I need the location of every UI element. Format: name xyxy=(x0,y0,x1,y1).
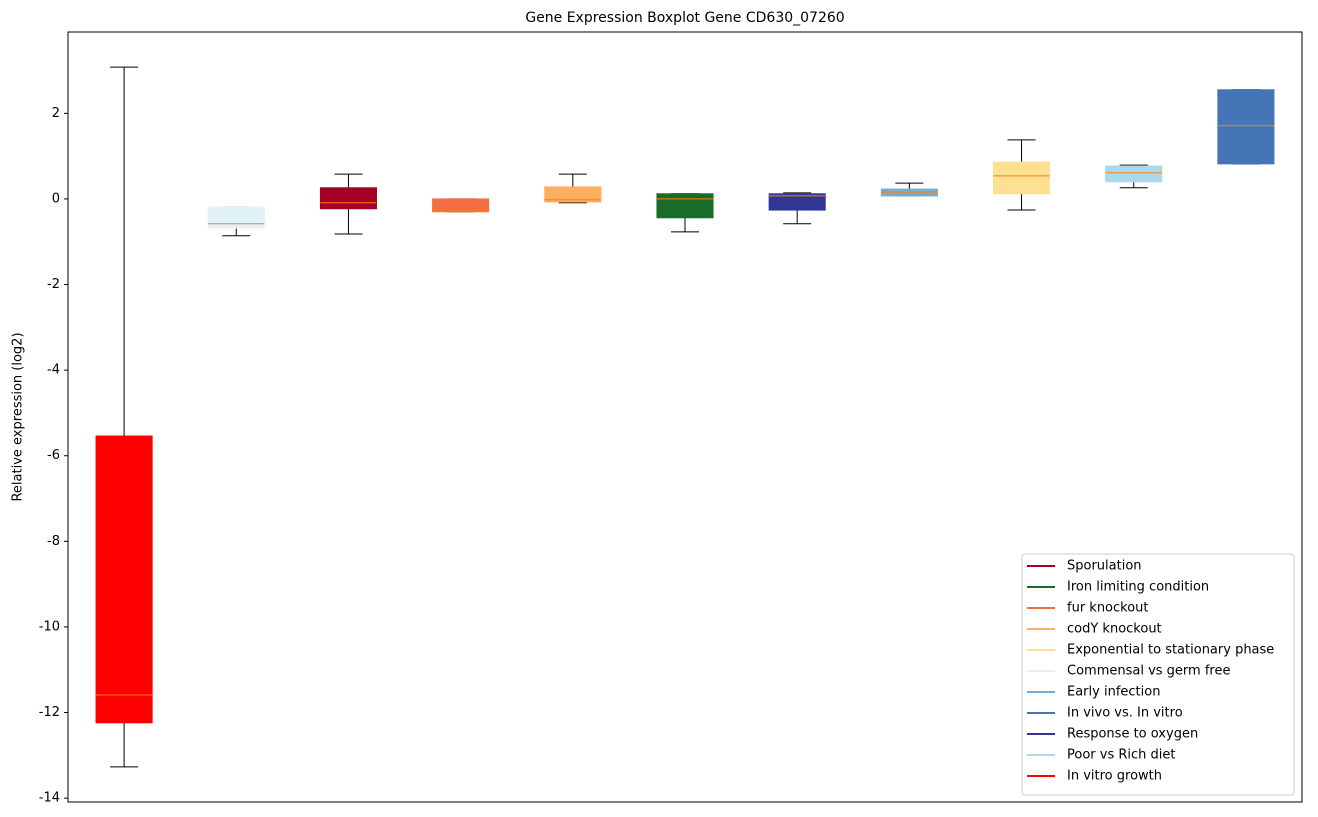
box xyxy=(656,193,714,219)
y-tick-label: -8 xyxy=(47,534,60,549)
legend-label: Response to oxygen xyxy=(1067,727,1198,742)
legend-label: In vitro growth xyxy=(1067,769,1162,784)
box xyxy=(207,206,265,229)
y-tick-label: -4 xyxy=(47,363,60,378)
box xyxy=(544,186,602,203)
y-axis-label: Relative expression (log2) xyxy=(11,332,26,501)
box xyxy=(993,161,1051,195)
plot-frame xyxy=(67,31,1303,803)
legend-label: Early infection xyxy=(1067,685,1160,700)
box xyxy=(95,435,153,724)
legend-label: Iron limiting condition xyxy=(1067,580,1209,595)
y-tick-label: 2 xyxy=(52,106,60,121)
legend-label: codY knockout xyxy=(1067,622,1162,637)
box xyxy=(1217,89,1275,165)
legend-label: Sporulation xyxy=(1067,559,1142,574)
box xyxy=(768,193,826,211)
legend-label: Poor vs Rich diet xyxy=(1067,748,1175,763)
y-tick-label: -14 xyxy=(39,791,60,806)
legend-box xyxy=(1021,553,1295,796)
y-tick-label: -12 xyxy=(39,705,60,720)
box xyxy=(432,198,490,213)
y-tick-label: -6 xyxy=(47,448,60,463)
chart-title: Gene Expression Boxplot Gene CD630_07260 xyxy=(525,10,844,26)
y-tick-label: -10 xyxy=(39,619,60,634)
legend-label: Commensal vs germ free xyxy=(1067,664,1230,679)
box xyxy=(319,187,377,210)
legend-label: Exponential to stationary phase xyxy=(1067,643,1274,658)
y-tick-label: -2 xyxy=(47,277,60,292)
legend-label: In vivo vs. In vitro xyxy=(1067,706,1183,721)
y-tick-label: 0 xyxy=(52,191,60,206)
box xyxy=(1105,165,1163,183)
legend-label: fur knockout xyxy=(1067,601,1149,616)
